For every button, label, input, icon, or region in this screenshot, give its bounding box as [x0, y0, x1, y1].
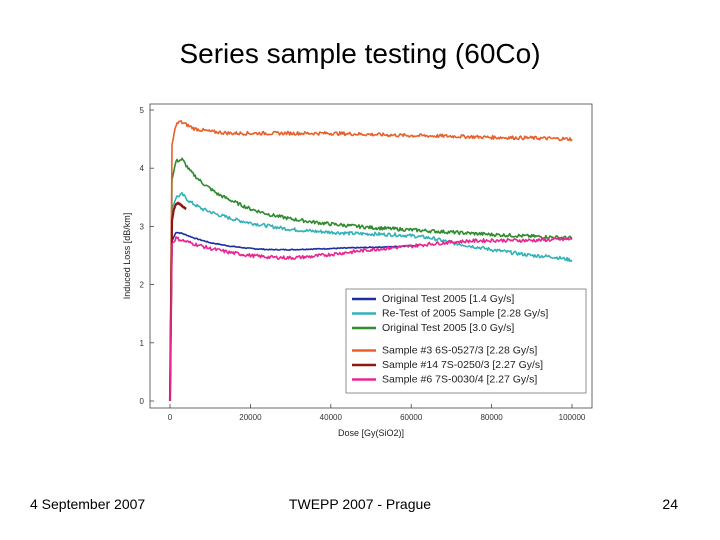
- legend-entry: Re-Test of 2005 Sample [2.28 Gy/s]: [382, 308, 548, 320]
- x-tick-label: 40000: [320, 413, 343, 422]
- series-line-1: [169, 231, 420, 402]
- y-tick-label: 4: [140, 164, 145, 173]
- series-line-3: [169, 157, 573, 402]
- y-tick-label: 2: [140, 281, 145, 290]
- y-tick-label: 0: [140, 397, 145, 406]
- induced-loss-chart: 0 20000 40000 60000 80000 100000 0 1 2 3 4 5 Dose …: [122, 103, 593, 438]
- y-tick-label: 3: [140, 222, 145, 231]
- legend-entry: Original Test 2005 [1.4 Gy/s]: [382, 293, 514, 305]
- legend: Original Test 2005 [1.4 Gy/s] Re-Test of …: [345, 288, 587, 394]
- page-number: 24: [662, 496, 678, 512]
- x-tick-label: 80000: [480, 413, 503, 422]
- series-line-6: [169, 236, 573, 402]
- slide-title: Series sample testing (60Co): [179, 38, 541, 69]
- legend-entry: Original Test 2005 [3.0 Gy/s]: [382, 322, 514, 334]
- y-tick-label: 1: [140, 339, 145, 348]
- y-tick-label: 5: [140, 106, 145, 115]
- legend-entry: Sample #6 7S-0030/4 [2.27 Gy/s]: [382, 374, 537, 386]
- series-line-5: [168, 201, 187, 402]
- footer-event: TWEPP 2007 - Prague: [288, 496, 432, 512]
- footer-date: 4 September 2007: [30, 496, 146, 512]
- x-tick-label: 60000: [400, 413, 423, 422]
- series-line-2: [169, 192, 573, 402]
- legend-box: [345, 288, 587, 394]
- legend-entry: Sample #3 6S-0527/3 [2.28 Gy/s]: [382, 345, 537, 357]
- x-axis-label: Dose [Gy(SiO2)]: [338, 428, 404, 438]
- y-axis-label: Induced Loss [dB/km]: [122, 213, 132, 300]
- series-line-4: [169, 120, 573, 402]
- x-tick-label: 0: [168, 413, 173, 422]
- x-tick-label: 20000: [239, 413, 262, 422]
- x-tick-label: 100000: [559, 413, 586, 422]
- legend-entry: Sample #14 7S-0250/3 [2.27 Gy/s]: [382, 359, 543, 371]
